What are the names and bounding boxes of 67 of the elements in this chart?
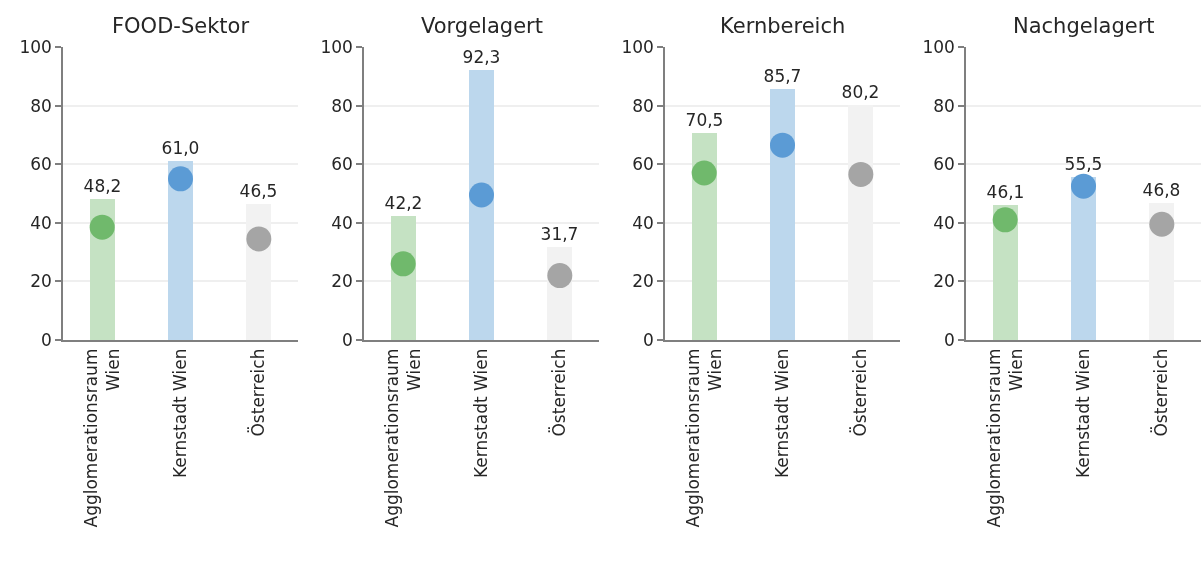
point — [547, 263, 573, 289]
data-label: 70,5 — [685, 110, 724, 130]
y-tick-label: 40 — [632, 212, 654, 233]
y-tick-label: 0 — [342, 329, 353, 350]
point — [469, 182, 494, 208]
x-tick-label: Österreich — [849, 348, 871, 437]
x-tick-label: Agglomerationsraum Wien — [381, 348, 424, 528]
y-tick-label: 20 — [632, 271, 654, 292]
point — [691, 160, 717, 186]
data-label: 46,8 — [1142, 180, 1181, 200]
chart-title: Nachgelagert — [1013, 14, 1155, 38]
x-tick-label: Kernstadt Wien — [471, 348, 492, 478]
y-tick-label: 80 — [30, 95, 52, 116]
bar — [469, 70, 494, 340]
data-label: 55,5 — [1064, 154, 1103, 174]
y-tick-label: 100 — [922, 36, 955, 57]
chart-title: Kernbereich — [720, 14, 846, 38]
data-label: 85,7 — [763, 66, 802, 86]
y-tick-label: 60 — [632, 154, 654, 175]
bar — [770, 89, 795, 340]
x-tick-label: Österreich — [1150, 348, 1172, 437]
x-tick-label: Agglomerationsraum Wien — [80, 348, 123, 528]
y-tick-label: 100 — [19, 36, 52, 57]
y-tick-label: 0 — [41, 329, 52, 350]
data-label: 61,0 — [161, 138, 200, 158]
y-tick-label: 40 — [331, 212, 353, 233]
y-tick-label: 100 — [621, 36, 654, 57]
point — [1071, 173, 1096, 199]
y-tick-label: 20 — [331, 271, 353, 292]
y-tick-label: 60 — [331, 154, 353, 175]
point — [1149, 211, 1175, 237]
point — [89, 214, 115, 240]
x-tick-label: Kernstadt Wien — [1073, 348, 1094, 478]
x-tick-label: Österreich — [548, 348, 570, 437]
y-tick-label: 60 — [933, 154, 955, 175]
point — [770, 132, 795, 158]
data-label: 46,5 — [239, 181, 278, 201]
y-tick-label: 80 — [632, 95, 654, 116]
y-tick-label: 100 — [320, 36, 353, 57]
x-tick-label: Agglomerationsraum Wien — [983, 348, 1026, 528]
y-tick-label: 20 — [933, 271, 955, 292]
point — [992, 207, 1018, 233]
y-tick-label: 40 — [30, 212, 52, 233]
x-tick-label: Kernstadt Wien — [170, 348, 191, 478]
point — [848, 161, 874, 187]
data-label: 31,7 — [540, 224, 579, 244]
point — [168, 166, 193, 192]
y-tick-label: 20 — [30, 271, 52, 292]
x-tick-label: Kernstadt Wien — [772, 348, 793, 478]
x-tick-label: Agglomerationsraum Wien — [682, 348, 725, 528]
data-label: 80,2 — [841, 82, 880, 102]
point — [246, 226, 272, 252]
point — [390, 251, 416, 277]
data-label: 92,3 — [462, 47, 501, 67]
y-tick-label: 80 — [331, 95, 353, 116]
chart-title: FOOD-Sektor — [112, 14, 250, 38]
y-tick-label: 0 — [643, 329, 654, 350]
y-tick-label: 40 — [933, 212, 955, 233]
y-tick-label: 0 — [944, 329, 955, 350]
bar — [692, 133, 717, 340]
data-label: 46,1 — [986, 182, 1025, 202]
y-tick-label: 80 — [933, 95, 955, 116]
x-tick-label: Österreich — [247, 348, 269, 437]
y-tick-label: 60 — [30, 154, 52, 175]
data-label: 48,2 — [83, 176, 122, 196]
chart-title: Vorgelagert — [421, 14, 543, 38]
data-label: 42,2 — [384, 193, 423, 213]
